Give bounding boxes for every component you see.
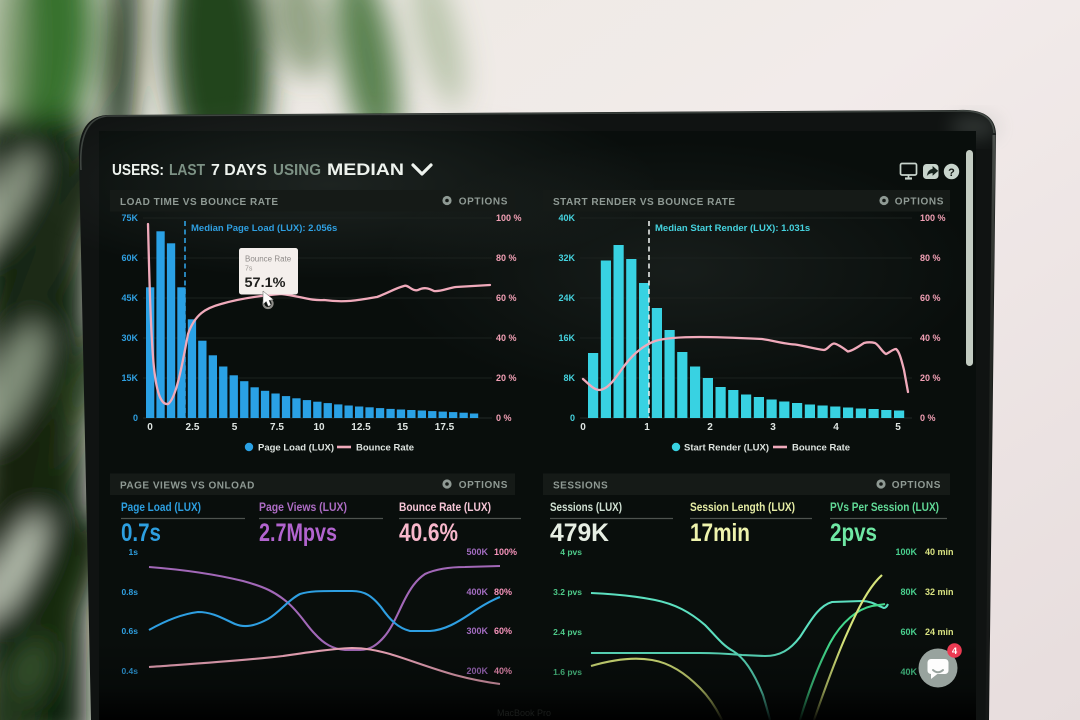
svg-text:USING: USING: [273, 162, 321, 179]
svg-text:Bounce Rate: Bounce Rate: [356, 443, 414, 454]
svg-text:60 %: 60 %: [920, 293, 941, 303]
svg-text:5: 5: [895, 422, 901, 433]
svg-text:1: 1: [644, 422, 650, 433]
svg-text:16K: 16K: [558, 333, 575, 343]
svg-text:Start Render (LUX): Start Render (LUX): [684, 443, 769, 454]
svg-text:Page Load (LUX): Page Load (LUX): [258, 443, 334, 454]
svg-text:60K: 60K: [121, 253, 138, 263]
svg-text:SESSIONS: SESSIONS: [553, 481, 608, 492]
svg-text:LOAD TIME VS BOUNCE RATE: LOAD TIME VS BOUNCE RATE: [120, 197, 278, 208]
svg-text:2.5: 2.5: [186, 422, 200, 433]
svg-text:Page Views (LUX): Page Views (LUX): [259, 502, 347, 514]
svg-text:0.7s: 0.7s: [121, 519, 161, 547]
svg-text:Median Start Render (LUX): 1.0: Median Start Render (LUX): 1.031s: [655, 223, 810, 234]
svg-text:12.5: 12.5: [351, 422, 371, 433]
svg-text:17min: 17min: [690, 519, 750, 547]
svg-text:7.5: 7.5: [270, 422, 284, 433]
svg-text:0.6s: 0.6s: [121, 626, 138, 636]
svg-text:Page Load (LUX): Page Load (LUX): [121, 502, 201, 514]
svg-text:USERS:: USERS:: [112, 162, 164, 179]
svg-text:60K: 60K: [900, 627, 917, 637]
svg-text:Bounce Rate: Bounce Rate: [792, 443, 850, 454]
svg-text:2: 2: [707, 422, 713, 433]
svg-text:0: 0: [133, 413, 138, 423]
svg-text:57.1%: 57.1%: [245, 274, 287, 290]
svg-text:1s: 1s: [129, 547, 139, 557]
svg-text:START RENDER VS BOUNCE RATE: START RENDER VS BOUNCE RATE: [553, 197, 736, 208]
svg-text:60 %: 60 %: [496, 293, 517, 303]
svg-text:40 %: 40 %: [920, 333, 941, 343]
svg-text:4 pvs: 4 pvs: [560, 547, 582, 557]
svg-text:?: ?: [948, 167, 955, 179]
svg-text:4: 4: [833, 422, 839, 433]
svg-text:75K: 75K: [121, 213, 138, 223]
svg-text:32 min: 32 min: [925, 587, 954, 597]
svg-text:32K: 32K: [558, 253, 575, 263]
svg-text:5: 5: [232, 422, 238, 433]
svg-text:45K: 45K: [121, 293, 138, 303]
svg-text:24K: 24K: [558, 293, 575, 303]
svg-text:Sessions (LUX): Sessions (LUX): [550, 502, 622, 514]
svg-text:7s: 7s: [245, 266, 253, 273]
svg-text:300K: 300K: [466, 626, 488, 636]
svg-text:20 %: 20 %: [920, 373, 941, 383]
svg-text:15K: 15K: [121, 373, 138, 383]
svg-text:2.4 pvs: 2.4 pvs: [553, 627, 582, 637]
svg-text:10: 10: [313, 422, 325, 433]
svg-text:0 %: 0 %: [496, 413, 512, 423]
svg-text:15: 15: [397, 422, 409, 433]
svg-text:2pvs: 2pvs: [830, 519, 877, 547]
svg-text:Median Page Load (LUX): 2.056s: Median Page Load (LUX): 2.056s: [191, 223, 337, 234]
svg-text:0: 0: [570, 413, 575, 423]
svg-text:40 %: 40 %: [496, 333, 517, 343]
svg-text:100 %: 100 %: [920, 213, 946, 223]
svg-text:MEDIAN: MEDIAN: [327, 161, 404, 179]
svg-text:100K: 100K: [895, 547, 917, 557]
svg-text:7 DAYS: 7 DAYS: [211, 162, 267, 179]
svg-text:40 min: 40 min: [925, 547, 954, 557]
svg-text:100%: 100%: [494, 547, 517, 557]
svg-text:3.2 pvs: 3.2 pvs: [553, 587, 582, 597]
svg-text:40.6%: 40.6%: [399, 519, 458, 547]
svg-text:30K: 30K: [121, 333, 138, 343]
svg-text:40K: 40K: [558, 213, 575, 223]
svg-text:500K: 500K: [466, 547, 488, 557]
svg-text:MacBook Pro: MacBook Pro: [497, 708, 551, 718]
svg-text:20 %: 20 %: [496, 373, 517, 383]
svg-text:PAGE VIEWS VS ONLOAD: PAGE VIEWS VS ONLOAD: [120, 481, 255, 492]
svg-text:0 %: 0 %: [920, 413, 936, 423]
svg-text:0.8s: 0.8s: [121, 587, 138, 597]
svg-text:400K: 400K: [466, 587, 488, 597]
svg-text:Bounce Rate: Bounce Rate: [245, 255, 292, 264]
svg-text:OPTIONS: OPTIONS: [459, 480, 508, 491]
svg-text:3: 3: [770, 422, 776, 433]
svg-text:Session Length (LUX): Session Length (LUX): [690, 502, 795, 514]
svg-text:80K: 80K: [900, 587, 917, 597]
svg-text:17.5: 17.5: [435, 422, 455, 433]
svg-text:PVs Per Session (LUX): PVs Per Session (LUX): [830, 502, 939, 514]
svg-text:100 %: 100 %: [496, 213, 522, 223]
svg-text:4: 4: [952, 646, 958, 657]
svg-text:OPTIONS: OPTIONS: [892, 480, 941, 491]
svg-text:80 %: 80 %: [496, 253, 517, 263]
svg-text:60%: 60%: [494, 626, 512, 636]
svg-text:80 %: 80 %: [920, 253, 941, 263]
svg-text:0: 0: [580, 422, 586, 433]
svg-text:Bounce Rate (LUX): Bounce Rate (LUX): [399, 502, 491, 514]
svg-text:OPTIONS: OPTIONS: [459, 197, 508, 208]
svg-text:24 min: 24 min: [925, 627, 954, 637]
svg-text:479K: 479K: [550, 519, 609, 547]
svg-text:8K: 8K: [563, 373, 575, 383]
svg-text:LAST: LAST: [169, 162, 205, 179]
svg-text:0: 0: [147, 422, 153, 433]
svg-text:2.7Mpvs: 2.7Mpvs: [259, 519, 337, 547]
svg-text:OPTIONS: OPTIONS: [895, 197, 944, 208]
svg-text:80%: 80%: [494, 587, 512, 597]
